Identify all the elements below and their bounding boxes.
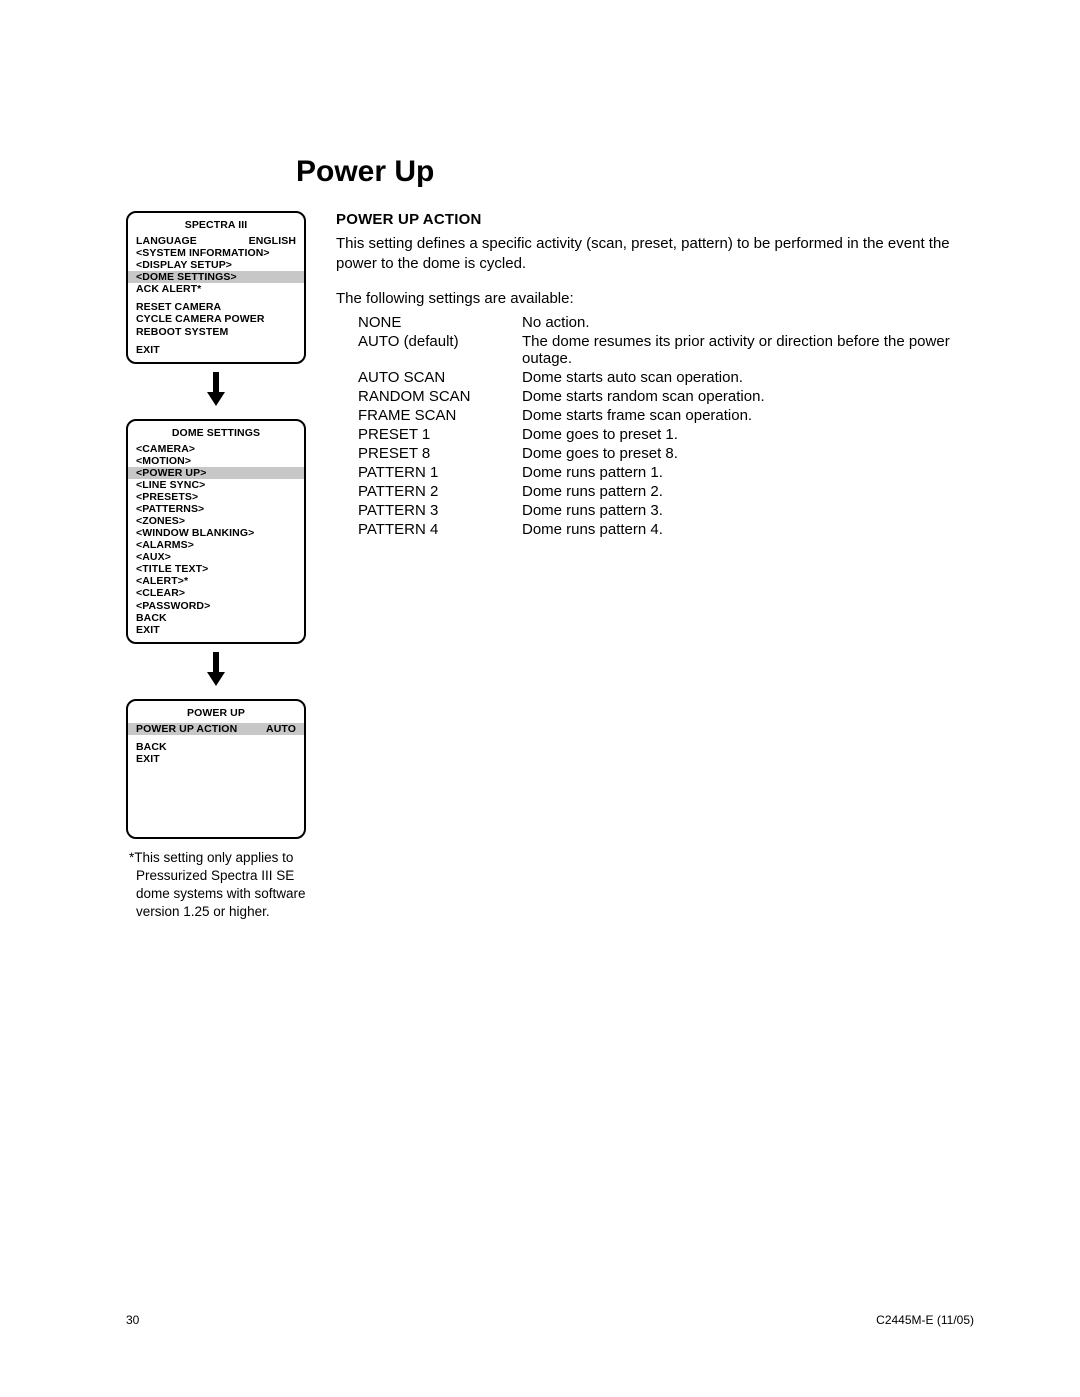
two-column-layout: SPECTRA III LANGUAGE ENGLISH <SYSTEM INF… (126, 211, 974, 922)
table-row: NONENo action. (336, 313, 974, 332)
setting-desc: Dome goes to preset 8. (522, 444, 974, 463)
menu-item: <PRESETS> (136, 491, 296, 503)
menu-item: <PASSWORD> (136, 600, 296, 612)
table-row: PATTERN 1Dome runs pattern 1. (336, 463, 974, 482)
table-row: FRAME SCANDome starts frame scan operati… (336, 406, 974, 425)
table-row: PATTERN 4Dome runs pattern 4. (336, 520, 974, 539)
doc-code: C2445M-E (11/05) (876, 1313, 974, 1327)
menu-item: <LINE SYNC> (136, 479, 296, 491)
settings-lead: The following settings are available: (336, 289, 974, 309)
content-column: POWER UP ACTION This setting defines a s… (316, 211, 974, 539)
setting-name: PATTERN 1 (336, 463, 522, 482)
menu-item: <CAMERA> (136, 443, 296, 455)
menu-item: <AUX> (136, 551, 296, 563)
setting-desc: Dome runs pattern 2. (522, 482, 974, 501)
menu-item: REBOOT SYSTEM (136, 326, 296, 338)
menu-title: SPECTRA III (136, 219, 296, 231)
menu-item: <DISPLAY SETUP> (136, 259, 296, 271)
arrow-down-icon (126, 652, 306, 691)
menu-item: EXIT (136, 753, 296, 765)
document-page: Power Up SPECTRA III LANGUAGE ENGLISH <S… (0, 0, 1080, 1397)
menu-item: <ALERT>* (136, 575, 296, 587)
settings-table: NONENo action.AUTO (default)The dome res… (336, 313, 974, 539)
menu-item-exit: EXIT (136, 344, 296, 356)
menu-title: DOME SETTINGS (136, 427, 296, 439)
menu-box-spectra: SPECTRA III LANGUAGE ENGLISH <SYSTEM INF… (126, 211, 306, 364)
menu-value: AUTO (266, 723, 296, 735)
menu-item: <CLEAR> (136, 587, 296, 599)
setting-name: AUTO SCAN (336, 368, 522, 387)
page-number: 30 (126, 1313, 139, 1327)
setting-name: AUTO (default) (336, 332, 522, 368)
arrow-down-icon (126, 372, 306, 411)
setting-desc: Dome starts random scan operation. (522, 387, 974, 406)
setting-desc: Dome starts auto scan operation. (522, 368, 974, 387)
menu-group: RESET CAMERA CYCLE CAMERA POWER REBOOT S… (136, 301, 296, 337)
menu-box-dome-settings: DOME SETTINGS <CAMERA> <MOTION> <POWER U… (126, 419, 306, 644)
setting-name: FRAME SCAN (336, 406, 522, 425)
menu-navigation-column: SPECTRA III LANGUAGE ENGLISH <SYSTEM INF… (126, 211, 316, 922)
setting-desc: The dome resumes its prior activity or d… (522, 332, 974, 368)
table-row: PATTERN 2Dome runs pattern 2. (336, 482, 974, 501)
menu-item: BACK (136, 741, 296, 753)
menu-item: CYCLE CAMERA POWER (136, 313, 296, 325)
setting-desc: Dome runs pattern 3. (522, 501, 974, 520)
table-row: PRESET 8Dome goes to preset 8. (336, 444, 974, 463)
menu-item: RESET CAMERA (136, 301, 296, 313)
setting-desc: No action. (522, 313, 974, 332)
menu-row-language: LANGUAGE ENGLISH (136, 235, 296, 247)
setting-desc: Dome runs pattern 4. (522, 520, 974, 539)
page-title: Power Up (296, 155, 974, 189)
menu-label: LANGUAGE (136, 235, 197, 247)
menu-item-highlighted: <POWER UP> (128, 467, 304, 479)
menu-item: EXIT (136, 624, 296, 636)
menu-label: POWER UP ACTION (136, 723, 237, 735)
menu-item: <MOTION> (136, 455, 296, 467)
menu-group: BACK EXIT (136, 741, 296, 765)
setting-name: PATTERN 4 (336, 520, 522, 539)
menu-item: BACK (136, 612, 296, 624)
setting-desc: Dome runs pattern 1. (522, 463, 974, 482)
table-row: PATTERN 3Dome runs pattern 3. (336, 501, 974, 520)
table-row: PRESET 1Dome goes to preset 1. (336, 425, 974, 444)
menu-item: <TITLE TEXT> (136, 563, 296, 575)
menu-item: <ZONES> (136, 515, 296, 527)
menu-item: <WINDOW BLANKING> (136, 527, 296, 539)
table-row: AUTO (default)The dome resumes its prior… (336, 332, 974, 368)
menu-item: <ALARMS> (136, 539, 296, 551)
setting-name: PATTERN 2 (336, 482, 522, 501)
setting-name: NONE (336, 313, 522, 332)
table-row: RANDOM SCANDome starts random scan opera… (336, 387, 974, 406)
intro-paragraph: This setting defines a specific activity… (336, 234, 974, 275)
menu-item: ACK ALERT* (136, 283, 296, 295)
menu-item: <PATTERNS> (136, 503, 296, 515)
menu-item-highlighted: <DOME SETTINGS> (128, 271, 304, 283)
setting-name: RANDOM SCAN (336, 387, 522, 406)
setting-name: PATTERN 3 (336, 501, 522, 520)
section-heading: POWER UP ACTION (336, 211, 974, 228)
menu-title: POWER UP (136, 707, 296, 719)
page-footer: 30 C2445M-E (11/05) (126, 1313, 974, 1327)
menu-value: ENGLISH (249, 235, 296, 247)
menu-row-highlighted: POWER UP ACTION AUTO (128, 723, 304, 735)
footnote: *This setting only applies to Pressurize… (126, 849, 311, 922)
setting-desc: Dome starts frame scan operation. (522, 406, 974, 425)
menu-item: <SYSTEM INFORMATION> (136, 247, 296, 259)
menu-box-power-up: POWER UP POWER UP ACTION AUTO BACK EXIT (126, 699, 306, 839)
setting-name: PRESET 1 (336, 425, 522, 444)
setting-name: PRESET 8 (336, 444, 522, 463)
setting-desc: Dome goes to preset 1. (522, 425, 974, 444)
table-row: AUTO SCANDome starts auto scan operation… (336, 368, 974, 387)
